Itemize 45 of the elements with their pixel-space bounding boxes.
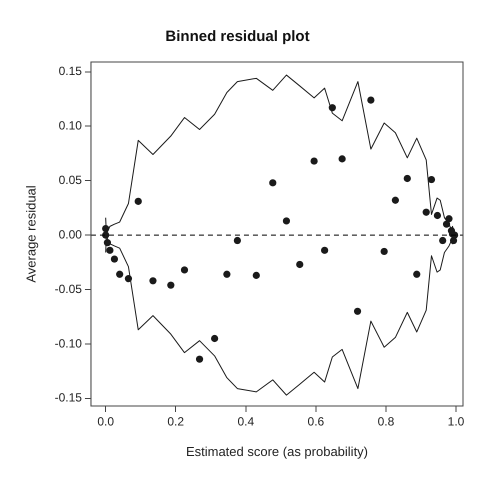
x-tick-label: 1.0 — [448, 414, 465, 429]
point — [234, 236, 241, 244]
y-tick-label: -0.05 — [54, 282, 82, 296]
point — [269, 179, 276, 186]
point — [211, 334, 218, 342]
point — [380, 248, 388, 256]
x-tick-label: 0.4 — [237, 414, 254, 429]
y-axis-title: Average residual — [23, 185, 38, 283]
point — [196, 356, 204, 363]
point — [252, 272, 260, 279]
point — [134, 198, 142, 205]
point — [445, 215, 453, 222]
point — [367, 96, 374, 104]
point — [422, 208, 430, 216]
point — [223, 270, 230, 278]
point — [434, 212, 442, 220]
y-tick-label: 0.05 — [58, 172, 82, 187]
point — [310, 157, 318, 165]
chart-title: Binned residual plot — [165, 28, 310, 46]
x-tick-label: 0.0 — [97, 414, 114, 429]
x-tick-label: 0.8 — [378, 414, 395, 429]
y-tick-label: 0.00 — [58, 227, 82, 242]
y-tick-label: 0.10 — [58, 118, 82, 133]
y-tick-label: -0.15 — [54, 390, 82, 405]
point — [439, 236, 446, 244]
point — [149, 277, 157, 284]
point — [116, 270, 124, 278]
point — [282, 217, 290, 225]
x-tick-label: 0.2 — [167, 414, 184, 429]
point — [106, 246, 114, 254]
point — [392, 196, 399, 204]
x-axis-title: Estimated score (as probability) — [186, 444, 368, 459]
point — [354, 308, 362, 315]
point — [296, 260, 304, 268]
point — [110, 255, 118, 263]
x-tick-label: 0.6 — [308, 414, 325, 429]
point — [338, 155, 346, 162]
point — [404, 174, 411, 182]
y-tick-label: 0.15 — [58, 64, 82, 78]
point — [321, 246, 328, 254]
point — [180, 266, 188, 274]
y-tick-label: -0.10 — [54, 336, 82, 350]
point — [413, 270, 420, 278]
point — [167, 282, 174, 289]
point — [428, 176, 436, 184]
